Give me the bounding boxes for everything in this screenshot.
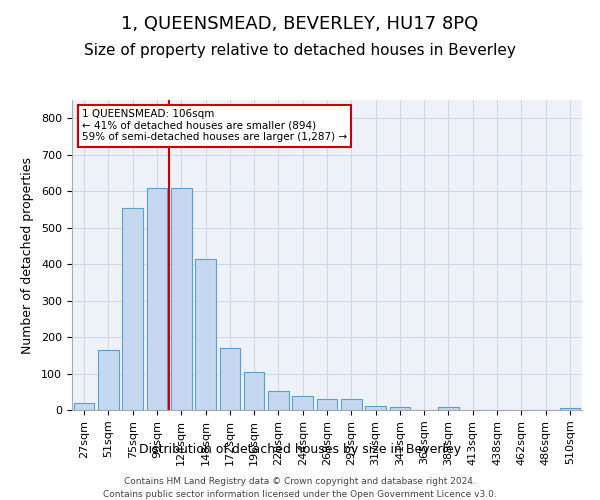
Bar	[389, 407, 410, 410]
Text: 1 QUEENSMEAD: 106sqm
← 41% of detached houses are smaller (894)
59% of semi-deta: 1 QUEENSMEAD: 106sqm ← 41% of detached h…	[82, 110, 347, 142]
Y-axis label: Number of detached properties: Number of detached properties	[21, 156, 34, 354]
Bar	[98, 350, 119, 410]
Bar	[195, 258, 216, 410]
Text: Contains public sector information licensed under the Open Government Licence v3: Contains public sector information licen…	[103, 490, 497, 499]
Bar	[146, 188, 167, 410]
Bar	[341, 399, 362, 410]
Bar	[292, 396, 313, 410]
Text: Size of property relative to detached houses in Beverley: Size of property relative to detached ho…	[84, 42, 516, 58]
Bar	[560, 408, 580, 410]
Bar	[317, 399, 337, 410]
Text: 1, QUEENSMEAD, BEVERLEY, HU17 8PQ: 1, QUEENSMEAD, BEVERLEY, HU17 8PQ	[121, 15, 479, 33]
Bar	[438, 407, 459, 410]
Bar	[74, 404, 94, 410]
Bar	[244, 372, 265, 410]
Bar	[171, 188, 191, 410]
Text: Distribution of detached houses by size in Beverley: Distribution of detached houses by size …	[139, 442, 461, 456]
Bar	[268, 390, 289, 410]
Bar	[220, 348, 240, 410]
Bar	[122, 208, 143, 410]
Bar	[365, 406, 386, 410]
Text: Contains HM Land Registry data © Crown copyright and database right 2024.: Contains HM Land Registry data © Crown c…	[124, 478, 476, 486]
